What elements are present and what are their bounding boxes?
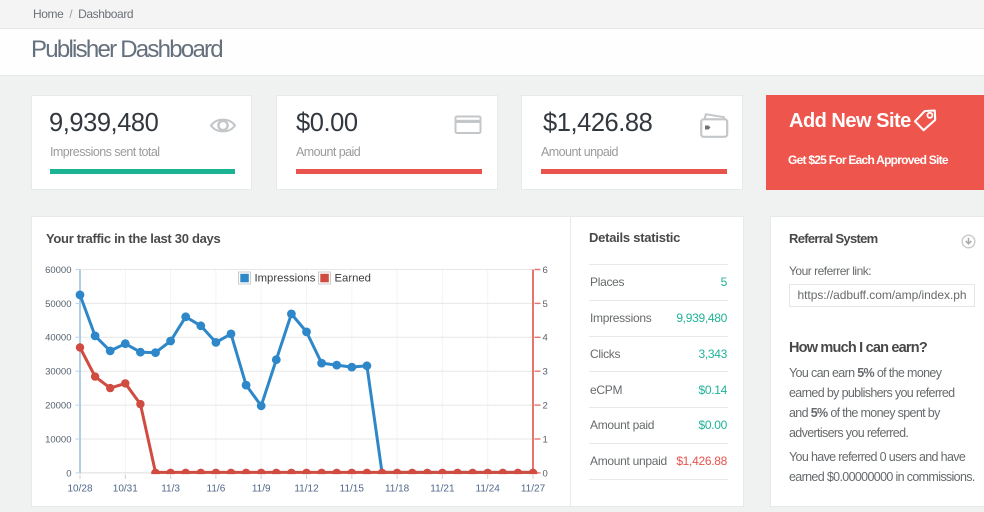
svg-text:10/28: 10/28 bbox=[67, 484, 92, 495]
svg-text:6: 6 bbox=[543, 265, 548, 276]
svg-text:Your traffic in the last 30 da: Your traffic in the last 30 days bbox=[46, 231, 220, 246]
svg-text:10/31: 10/31 bbox=[113, 484, 138, 495]
svg-text:0: 0 bbox=[543, 468, 548, 479]
svg-text:11/3: 11/3 bbox=[161, 484, 180, 495]
svg-text:11/15: 11/15 bbox=[340, 484, 365, 495]
svg-text:30000: 30000 bbox=[45, 367, 71, 378]
svg-text:40000: 40000 bbox=[45, 333, 71, 344]
svg-text:Impressions: Impressions bbox=[255, 273, 316, 285]
svg-text:20000: 20000 bbox=[45, 401, 71, 412]
svg-text:1: 1 bbox=[543, 434, 548, 445]
svg-text:60000: 60000 bbox=[45, 265, 71, 276]
svg-text:5: 5 bbox=[543, 299, 548, 310]
svg-text:50000: 50000 bbox=[45, 299, 71, 310]
svg-text:10000: 10000 bbox=[45, 434, 71, 445]
svg-text:4: 4 bbox=[543, 333, 548, 344]
svg-text:0: 0 bbox=[66, 468, 71, 479]
svg-text:11/21: 11/21 bbox=[430, 484, 455, 495]
svg-text:11/18: 11/18 bbox=[385, 484, 410, 495]
svg-text:11/24: 11/24 bbox=[476, 484, 501, 495]
svg-text:Earned: Earned bbox=[335, 273, 371, 285]
svg-text:11/9: 11/9 bbox=[252, 484, 271, 495]
svg-text:11/12: 11/12 bbox=[294, 484, 319, 495]
svg-text:11/27: 11/27 bbox=[521, 484, 546, 495]
svg-text:11/6: 11/6 bbox=[207, 484, 226, 495]
svg-text:2: 2 bbox=[543, 401, 548, 412]
svg-text:3: 3 bbox=[543, 367, 548, 378]
